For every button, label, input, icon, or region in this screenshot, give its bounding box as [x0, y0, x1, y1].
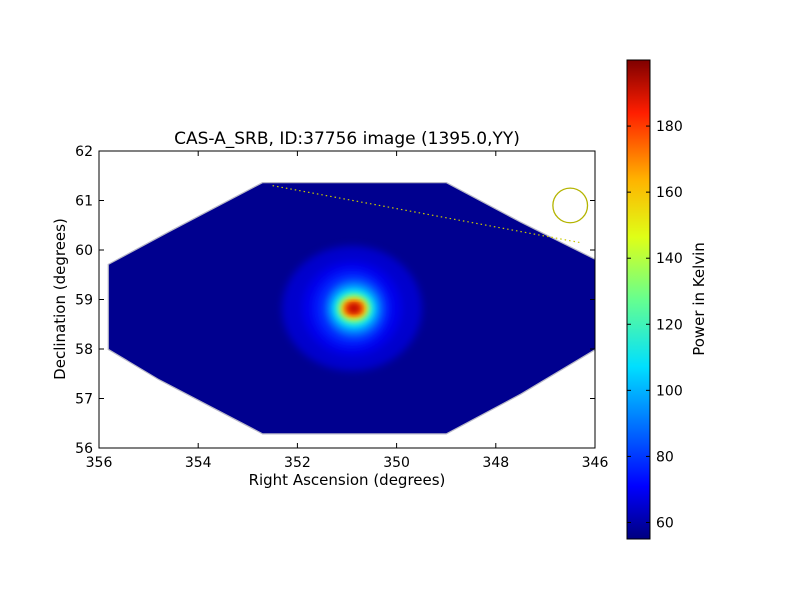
x-tick-label: 346 — [582, 455, 609, 471]
emission-blob — [281, 245, 422, 371]
y-tick-label: 59 — [75, 293, 93, 309]
x-axis-label: Right Ascension (degrees) — [249, 471, 446, 489]
colorbar-tick-label: 140 — [656, 251, 683, 267]
colorbar-tick-label: 60 — [656, 515, 674, 531]
y-axis: 56 57 58 59 60 61 62 — [75, 144, 595, 457]
x-tick-label: 352 — [284, 455, 311, 471]
chart-title: CAS-A_SRB, ID:37756 image (1395.0,YY) — [174, 129, 520, 149]
y-tick-label: 56 — [75, 441, 93, 457]
y-tick-label: 62 — [75, 144, 93, 160]
y-tick-label: 61 — [75, 194, 93, 210]
x-tick-label: 356 — [86, 455, 113, 471]
emission-contour — [348, 305, 359, 312]
beam-circle — [552, 187, 589, 224]
colorbar-tick-label: 160 — [656, 185, 683, 201]
colorbar-tick-label: 100 — [656, 383, 683, 399]
x-axis: 356 354 352 350 348 346 — [86, 151, 609, 471]
y-tick-label: 58 — [75, 342, 93, 358]
colorbar-tick-label: 80 — [656, 449, 674, 465]
colorbar-label: Power in Kelvin — [690, 242, 708, 356]
colorbar-tick-label: 180 — [656, 119, 683, 135]
y-tick-label: 60 — [75, 243, 93, 259]
y-tick-label: 57 — [75, 392, 93, 408]
x-tick-label: 350 — [383, 455, 410, 471]
colorbar: 60 80 100 120 140 160 180 Power in Kelvin — [626, 59, 708, 540]
colorbar-ticks: 60 80 100 120 140 160 180 — [627, 119, 683, 531]
colorbar-gradient — [626, 59, 651, 540]
x-tick-label: 348 — [482, 455, 509, 471]
heatmap — [107, 181, 595, 435]
colorbar-tick-label: 120 — [656, 317, 683, 333]
y-axis-label: Declination (degrees) — [51, 218, 69, 380]
x-tick-label: 354 — [185, 455, 212, 471]
